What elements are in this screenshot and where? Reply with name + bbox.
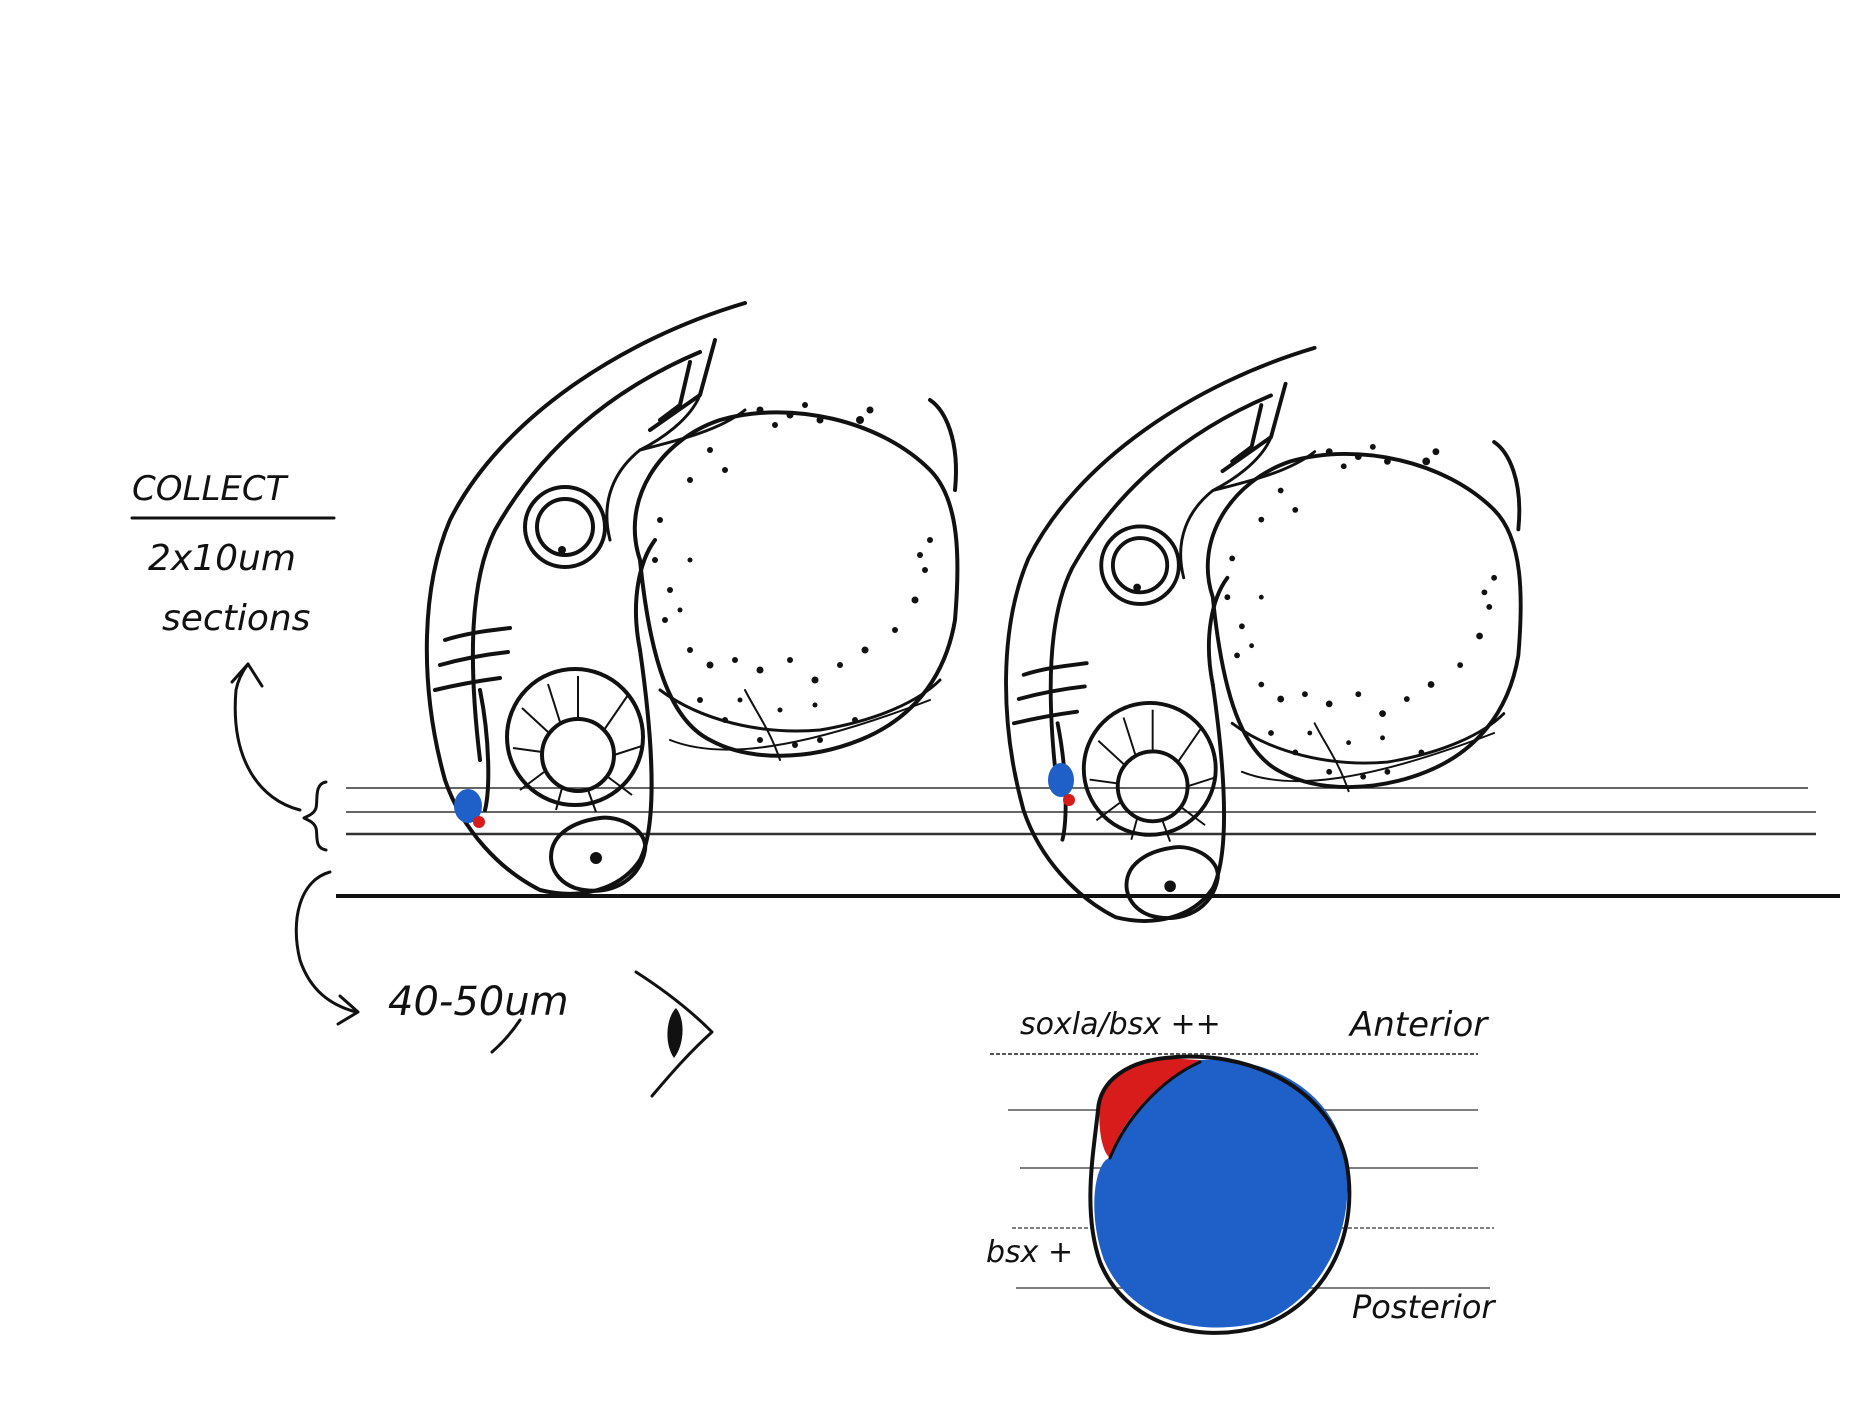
sections-label: sections	[162, 598, 310, 639]
depth-label: 40-50um	[388, 979, 569, 1025]
eye-icon	[634, 970, 714, 1098]
embryo-head-left	[424, 301, 960, 896]
soxla-domain-left	[473, 816, 485, 828]
double-positive-label: soxla/bsx ++	[1020, 1007, 1221, 1042]
bsx-region	[1094, 1059, 1348, 1328]
section-boundary	[1108, 1060, 1202, 1160]
anterior-label: Anterior	[1348, 1005, 1489, 1045]
curved-arrow-down-icon	[294, 870, 360, 1026]
brace-icon	[302, 780, 328, 852]
posterior-label: Posterior	[1352, 1288, 1496, 1326]
soxla-domain-right	[1063, 794, 1075, 806]
curved-arrow-up-icon	[230, 662, 302, 812]
collect-heading: COLLECT	[132, 469, 289, 509]
bsx-domain-left	[454, 789, 482, 823]
section-view: soxla/bsx ++ Anterior bsx + Posterior	[986, 1005, 1496, 1335]
section-count-label: 2x10um	[148, 538, 296, 579]
soxla-bsx-region	[1099, 1058, 1200, 1158]
bsx-domain-right	[1048, 763, 1074, 797]
section-outline	[1088, 1054, 1352, 1335]
depth-label-flourish	[490, 1018, 522, 1054]
single-positive-label: bsx +	[986, 1235, 1073, 1270]
